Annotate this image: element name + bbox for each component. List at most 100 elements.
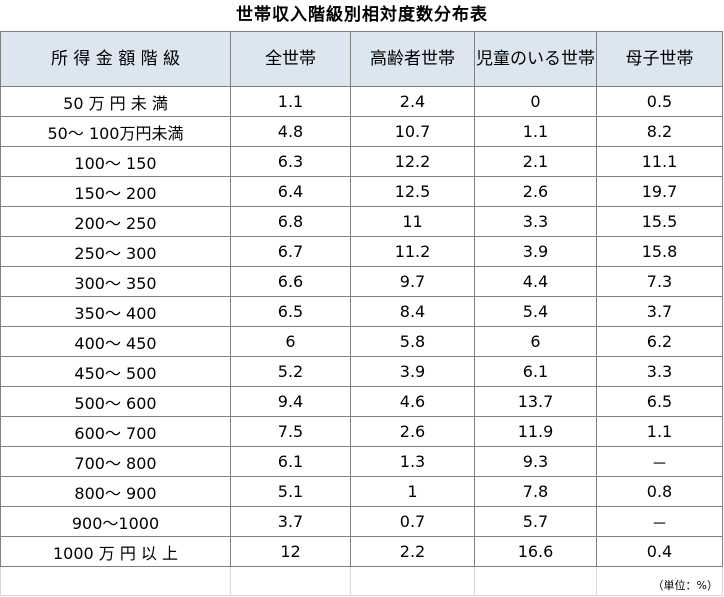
- single-mother-households-cell: －: [596, 446, 723, 477]
- elderly-households-cell: 3.9: [350, 356, 475, 387]
- elderly-households-cell: 1: [350, 476, 475, 507]
- households-with-children-cell: 2.6: [474, 176, 597, 207]
- table-row: 800～ 900 5.1 1 7.8 0.8: [0, 476, 723, 507]
- table-row: 900～1000 3.7 0.7 5.7 －: [0, 506, 723, 537]
- elderly-households-cell: 5.8: [350, 326, 475, 357]
- households-with-children-cell: 7.8: [474, 476, 597, 507]
- elderly-households-cell: 11: [350, 206, 475, 237]
- elderly-households-cell: 9.7: [350, 266, 475, 297]
- header-single-mother-households: 母子世帯: [596, 31, 723, 87]
- empty-cell: [474, 566, 597, 596]
- table-row: 250～ 300 6.7 11.2 3.9 15.8: [0, 236, 723, 267]
- empty-cell: [230, 566, 351, 596]
- all-households-cell: 6.7: [230, 236, 351, 267]
- income-bracket-cell: 1000 万 円 以 上: [0, 536, 231, 567]
- single-mother-households-cell: －: [596, 506, 723, 537]
- households-with-children-cell: 0: [474, 86, 597, 117]
- table-row: 600～ 700 7.5 2.6 11.9 1.1: [0, 416, 723, 447]
- header-income-bracket: 所 得 金 額 階 級: [0, 31, 231, 87]
- households-with-children-cell: 6: [474, 326, 597, 357]
- single-mother-households-cell: 1.1: [596, 416, 723, 447]
- elderly-households-cell: 2.4: [350, 86, 475, 117]
- elderly-households-cell: 10.7: [350, 116, 475, 147]
- households-with-children-cell: 13.7: [474, 386, 597, 417]
- table-row: 500～ 600 9.4 4.6 13.7 6.5: [0, 386, 723, 417]
- income-bracket-cell: 400～ 450: [0, 326, 231, 357]
- empty-cell: [350, 566, 475, 596]
- all-households-cell: 6: [230, 326, 351, 357]
- all-households-cell: 9.4: [230, 386, 351, 417]
- table-row: 50 万 円 未 満 1.1 2.4 0 0.5: [0, 86, 723, 117]
- single-mother-households-cell: 0.8: [596, 476, 723, 507]
- households-with-children-cell: 2.1: [474, 146, 597, 177]
- income-bracket-cell: 150～ 200: [0, 176, 231, 207]
- income-bracket-cell: 450～ 500: [0, 356, 231, 387]
- households-with-children-cell: 3.9: [474, 236, 597, 267]
- empty-cell: [0, 566, 231, 596]
- households-with-children-cell: 1.1: [474, 116, 597, 147]
- elderly-households-cell: 11.2: [350, 236, 475, 267]
- income-bracket-cell: 250～ 300: [0, 236, 231, 267]
- all-households-cell: 6.4: [230, 176, 351, 207]
- income-bracket-cell: 100～ 150: [0, 146, 231, 177]
- households-with-children-cell: 3.3: [474, 206, 597, 237]
- all-households-cell: 1.1: [230, 86, 351, 117]
- income-bracket-cell: 300～ 350: [0, 266, 231, 297]
- elderly-households-cell: 4.6: [350, 386, 475, 417]
- table-title: 世帯収入階級別相対度数分布表: [236, 5, 488, 25]
- table-row: 700～ 800 6.1 1.3 9.3 －: [0, 446, 723, 477]
- income-bracket-cell: 50～ 100万円未満: [0, 116, 231, 147]
- elderly-households-cell: 1.3: [350, 446, 475, 477]
- all-households-cell: 5.1: [230, 476, 351, 507]
- all-households-cell: 6.5: [230, 296, 351, 327]
- households-with-children-cell: 5.7: [474, 506, 597, 537]
- single-mother-households-cell: 0.4: [596, 536, 723, 567]
- single-mother-households-cell: 6.2: [596, 326, 723, 357]
- header-households-with-children: 児童のいる世帯: [474, 31, 597, 87]
- footer-row: （単位：%）: [0, 566, 723, 596]
- income-bracket-cell: 600～ 700: [0, 416, 231, 447]
- single-mother-households-cell: 3.3: [596, 356, 723, 387]
- all-households-cell: 5.2: [230, 356, 351, 387]
- table-row: 200～ 250 6.8 11 3.3 15.5: [0, 206, 723, 237]
- all-households-cell: 6.3: [230, 146, 351, 177]
- table-row: 50～ 100万円未満 4.8 10.7 1.1 8.2: [0, 116, 723, 147]
- table-row: 400～ 450 6 5.8 6 6.2: [0, 326, 723, 357]
- table-row: 450～ 500 5.2 3.9 6.1 3.3: [0, 356, 723, 387]
- table-row: 300～ 350 6.6 9.7 4.4 7.3: [0, 266, 723, 297]
- households-with-children-cell: 9.3: [474, 446, 597, 477]
- all-households-cell: 3.7: [230, 506, 351, 537]
- table-row: 150～ 200 6.4 12.5 2.6 19.7: [0, 176, 723, 207]
- single-mother-households-cell: 8.2: [596, 116, 723, 147]
- table-row: 350～ 400 6.5 8.4 5.4 3.7: [0, 296, 723, 327]
- households-with-children-cell: 11.9: [474, 416, 597, 447]
- all-households-cell: 6.6: [230, 266, 351, 297]
- households-with-children-cell: 6.1: [474, 356, 597, 387]
- households-with-children-cell: 4.4: [474, 266, 597, 297]
- single-mother-households-cell: 0.5: [596, 86, 723, 117]
- income-bracket-cell: 350～ 400: [0, 296, 231, 327]
- header-elderly-households: 高齢者世帯: [350, 31, 475, 87]
- all-households-cell: 4.8: [230, 116, 351, 147]
- table-row: 100～ 150 6.3 12.2 2.1 11.1: [0, 146, 723, 177]
- elderly-households-cell: 2.2: [350, 536, 475, 567]
- header-row: 所 得 金 額 階 級 全世帯 高齢者世帯 児童のいる世帯 母子世帯: [0, 31, 723, 87]
- header-all-households: 全世帯: [230, 31, 351, 87]
- income-bracket-cell: 700～ 800: [0, 446, 231, 477]
- elderly-households-cell: 2.6: [350, 416, 475, 447]
- single-mother-households-cell: 15.8: [596, 236, 723, 267]
- income-bracket-cell: 200～ 250: [0, 206, 231, 237]
- income-bracket-cell: 500～ 600: [0, 386, 231, 417]
- elderly-households-cell: 12.2: [350, 146, 475, 177]
- elderly-households-cell: 8.4: [350, 296, 475, 327]
- single-mother-households-cell: 7.3: [596, 266, 723, 297]
- single-mother-households-cell: 6.5: [596, 386, 723, 417]
- all-households-cell: 6.1: [230, 446, 351, 477]
- income-bracket-cell: 900～1000: [0, 506, 231, 537]
- households-with-children-cell: 16.6: [474, 536, 597, 567]
- all-households-cell: 6.8: [230, 206, 351, 237]
- elderly-households-cell: 0.7: [350, 506, 475, 537]
- unit-note: （単位：%）: [596, 566, 723, 596]
- distribution-table: 所 得 金 額 階 級 全世帯 高齢者世帯 児童のいる世帯 母子世帯 50 万 …: [0, 31, 723, 596]
